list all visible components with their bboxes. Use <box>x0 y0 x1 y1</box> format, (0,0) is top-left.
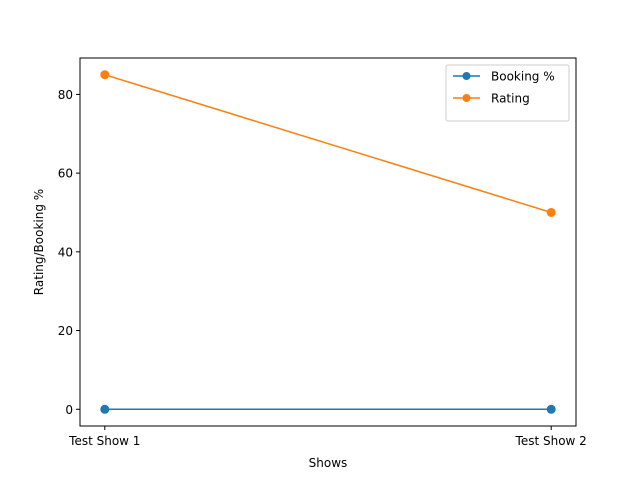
plot-frame <box>79 57 577 427</box>
y-tick-label-60: 60 <box>58 167 73 181</box>
series-line-rating <box>104 74 552 214</box>
data-point-rating-test-show-1 <box>100 70 110 80</box>
legend-swatch-marker-rating <box>462 94 471 102</box>
data-point-rating-test-show-2 <box>546 207 556 217</box>
legend-box <box>445 64 570 122</box>
y-tick-label-80: 80 <box>58 88 73 102</box>
y-axis-label: Rating/Booking % <box>32 189 46 295</box>
legend-label-rating: Rating <box>491 92 530 106</box>
x-tick-label-test-show-1: Test Show 1 <box>68 434 140 448</box>
data-point-booking-test-show-2 <box>546 404 556 414</box>
x-axis-label: Shows <box>309 456 348 470</box>
legend-swatch-marker-booking <box>462 72 471 80</box>
legend: Booking % Rating <box>445 64 570 122</box>
series-layer <box>100 70 556 414</box>
legend-label-booking: Booking % <box>491 70 555 84</box>
axis-layer: Test Show 1 Test Show 2 0 20 40 60 80 <box>58 88 587 448</box>
y-tick-label-40: 40 <box>58 245 73 259</box>
x-tick-label-test-show-2: Test Show 2 <box>515 434 587 448</box>
y-tick-label-20: 20 <box>58 324 73 338</box>
data-point-booking-test-show-1 <box>100 404 110 414</box>
y-tick-label-0: 0 <box>65 403 73 417</box>
